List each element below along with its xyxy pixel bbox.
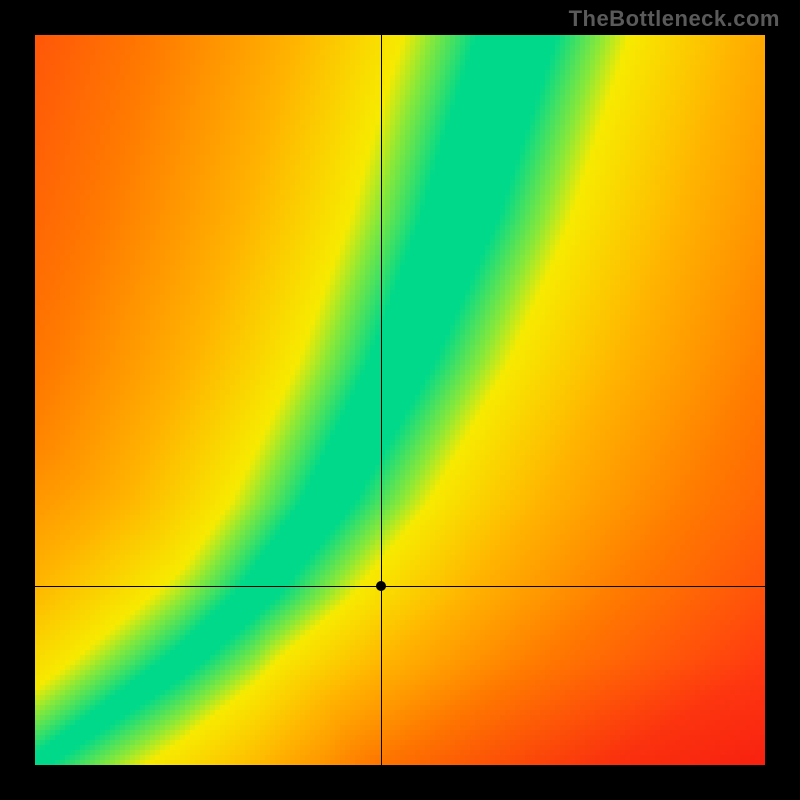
- heatmap-plot: [35, 35, 765, 765]
- heatmap-canvas: [35, 35, 765, 765]
- crosshair-marker: [376, 581, 386, 591]
- crosshair-vertical: [381, 35, 382, 765]
- credit-text: TheBottleneck.com: [569, 6, 780, 32]
- crosshair-horizontal: [35, 586, 765, 587]
- page-root: TheBottleneck.com: [0, 0, 800, 800]
